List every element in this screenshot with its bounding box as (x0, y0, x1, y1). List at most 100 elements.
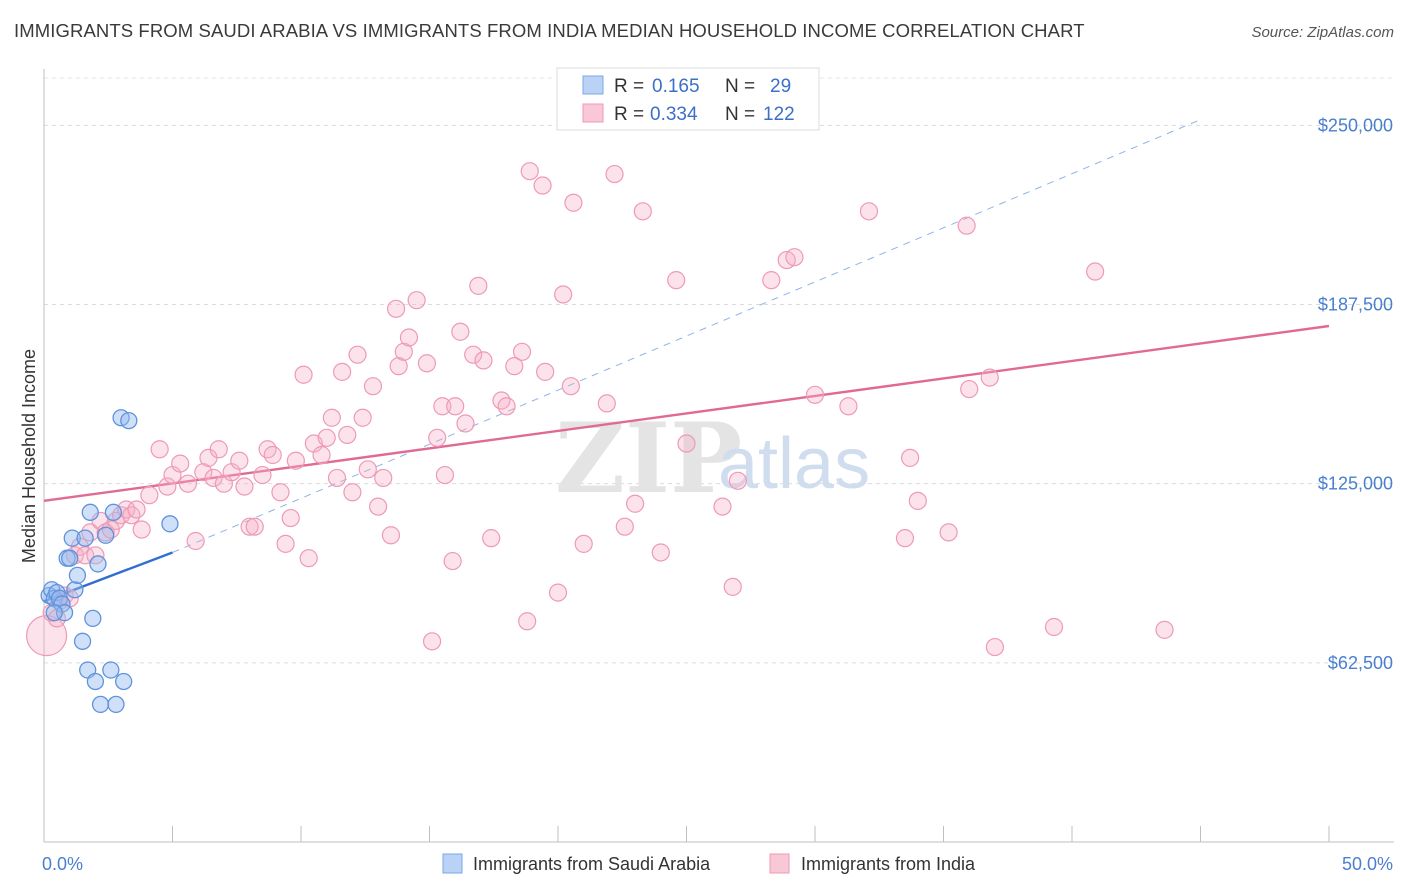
legend-n-value-saudi: 29 (770, 76, 791, 97)
data-point-india (497, 397, 516, 416)
bottom-legend-swatch-saudi (442, 853, 463, 874)
bottom-legend-label-saudi: Immigrants from Saudi Arabia (473, 854, 711, 874)
data-point-india (561, 377, 580, 396)
data-point-india (417, 354, 437, 373)
data-point-india (677, 434, 696, 453)
data-point-india (171, 454, 190, 473)
axes (43, 69, 1394, 843)
bottom-legend-swatch-india (769, 853, 790, 874)
data-point-india (960, 379, 979, 399)
y-tick-label: $250,000 (1318, 115, 1393, 135)
data-point-india (574, 534, 593, 553)
data-point-india (230, 451, 249, 470)
series-india-points (25, 162, 1174, 657)
data-point-india (245, 517, 264, 536)
page-title: IMMIGRANTS FROM SAUDI ARABIA VS IMMIGRAN… (14, 20, 1085, 41)
x-axis-ticks (43, 826, 1330, 842)
data-point-india (240, 517, 259, 536)
data-point-india (435, 465, 455, 485)
data-point-india (1044, 617, 1064, 637)
legend-r-value-india: 0.334 (650, 104, 698, 125)
data-point-india (785, 248, 804, 267)
data-point-india (615, 517, 634, 536)
legend-box: R = 0.165 N = 29 R = 0.334 N = 122 (556, 67, 820, 131)
data-point-india (859, 202, 879, 221)
data-point-india (127, 500, 146, 519)
gridlines (44, 77, 1394, 664)
data-point-india (518, 612, 537, 631)
data-point-saudi (115, 672, 133, 691)
y-axis-label: Median Household Income (19, 349, 39, 563)
legend-swatch-saudi (582, 75, 604, 95)
data-point-india (482, 529, 501, 548)
data-point-india (805, 385, 825, 404)
data-point-india (333, 362, 352, 381)
data-point-india (235, 477, 254, 496)
data-point-saudi (161, 515, 179, 533)
data-point-india (625, 494, 645, 513)
data-point-india (263, 445, 282, 465)
data-point-india (512, 342, 532, 361)
data-point-saudi (84, 609, 102, 628)
data-point-saudi (45, 604, 63, 622)
data-point-india (294, 365, 313, 384)
x-tick-label-max: 50.0% (1342, 854, 1393, 874)
data-point-saudi (66, 581, 84, 599)
data-point-india (597, 394, 616, 413)
data-point-india (363, 377, 383, 396)
data-point-india (723, 577, 742, 596)
data-point-india (900, 448, 920, 467)
data-point-india (428, 428, 447, 447)
data-point-india (389, 357, 408, 376)
data-point-india (204, 468, 223, 488)
data-point-india (343, 483, 362, 502)
data-point-india (299, 549, 318, 568)
data-point-india (667, 271, 686, 290)
data-point-saudi (91, 695, 110, 714)
data-point-india (122, 506, 141, 525)
legend-n-label-saudi: N = (725, 76, 755, 97)
data-point-saudi (73, 632, 92, 650)
data-point-india (286, 451, 305, 470)
data-point-india (327, 468, 347, 488)
y-tick-label: $62,500 (1328, 653, 1393, 673)
data-point-saudi (68, 566, 87, 585)
data-point-india (158, 477, 177, 496)
data-point-india (117, 500, 136, 519)
data-point-india (186, 531, 205, 551)
data-point-saudi (107, 695, 125, 714)
data-point-india (1086, 262, 1105, 281)
data-point-india (317, 428, 336, 447)
data-point-india (209, 440, 228, 459)
data-point-india (908, 491, 927, 510)
data-point-india (381, 526, 401, 545)
watermark-atlas: atlas (718, 424, 870, 504)
data-point-india (464, 345, 483, 364)
legend-n-label-india: N = (725, 104, 755, 125)
data-point-india (150, 440, 169, 459)
data-point-saudi (86, 672, 105, 691)
data-point-saudi (63, 529, 81, 547)
data-point-india (1155, 620, 1174, 639)
data-point-india (433, 397, 452, 416)
data-point-india (358, 460, 377, 479)
data-point-india (469, 276, 488, 295)
data-point-india (312, 445, 331, 465)
y-tick-label: $125,000 (1318, 474, 1393, 494)
y-axis-tick-labels: $62,500 $125,000 $187,500 $250,000 (1318, 115, 1393, 673)
data-point-india (178, 474, 198, 493)
data-point-india (369, 497, 388, 516)
data-point-india (258, 440, 277, 459)
legend-n-value-india: 122 (763, 104, 795, 125)
data-point-india (895, 529, 915, 548)
data-point-india (533, 176, 552, 195)
data-point-india (520, 162, 539, 181)
watermark-zip: ZIP (555, 402, 742, 515)
legend-r-label-saudi: R = (614, 76, 644, 97)
legend-swatch-india (582, 103, 604, 123)
y-tick-label: $187,500 (1318, 295, 1393, 315)
data-point-india (713, 497, 732, 516)
data-point-india (957, 216, 976, 235)
data-point-india (605, 164, 624, 184)
